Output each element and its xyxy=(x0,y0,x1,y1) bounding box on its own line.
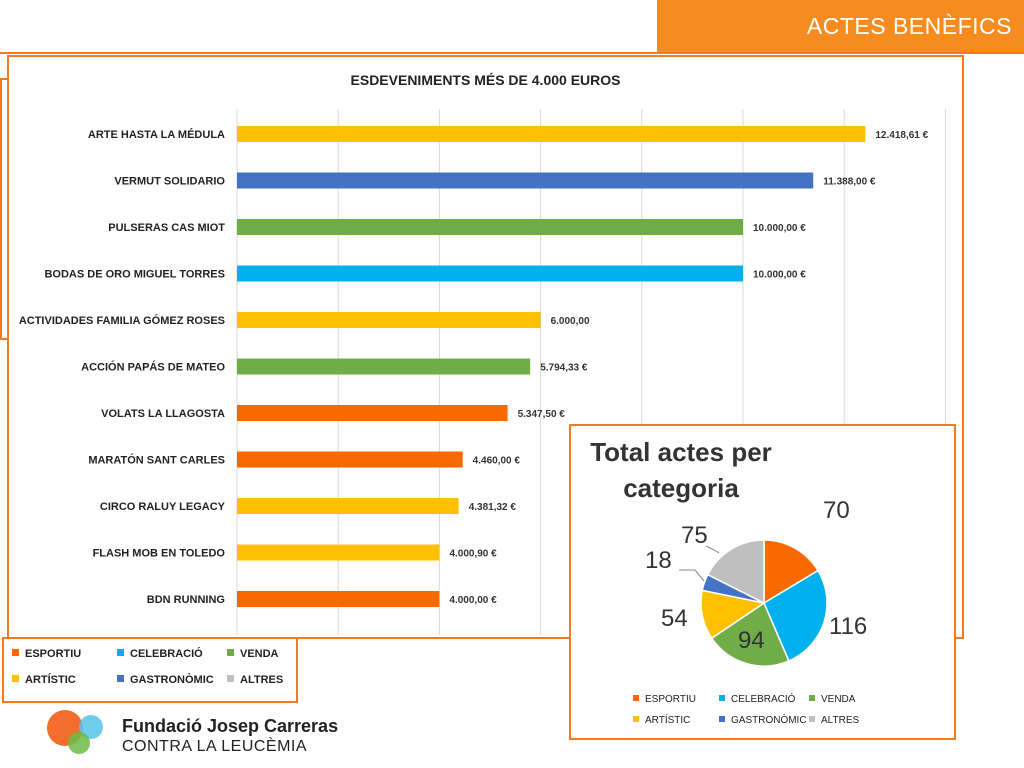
bar xyxy=(237,172,814,189)
data-label: 4.000,90 € xyxy=(449,549,497,560)
bar-chart: ARTE HASTA LA MÉDULA 12.418,61 € VERMUT SO… xyxy=(19,109,946,635)
data-label: 10.000,00 € xyxy=(753,270,806,281)
legend-swatch xyxy=(633,695,639,701)
pie-data-label: 94 xyxy=(738,627,765,654)
category-legend: ESPORTIU CELEBRACIÓ VENDA ARTÍSTIC GASTR… xyxy=(2,637,298,703)
leader-line xyxy=(679,569,705,582)
legend-swatch xyxy=(227,649,234,656)
category-label: ARTE HASTA LA MÉDULA xyxy=(88,128,225,141)
pie-legend-item-venda: VENDA xyxy=(809,694,855,705)
data-label: 4.460,00 € xyxy=(473,456,521,467)
data-label: 4.000,00 € xyxy=(449,595,497,606)
data-label: 4.381,32 € xyxy=(469,502,517,513)
category-label: VOLATS LA LLAGOSTA xyxy=(101,408,225,420)
bar xyxy=(237,451,463,468)
data-label: 10.000,00 € xyxy=(753,223,806,234)
legend-label: ESPORTIU xyxy=(25,648,82,660)
bar xyxy=(237,126,866,142)
legend-swatch xyxy=(117,649,124,656)
logo-tagline: CONTRA LA LEUCÈMIA xyxy=(122,738,308,755)
legend-label: ARTÍSTIC xyxy=(25,674,76,686)
category-label: BDN RUNNING xyxy=(147,594,225,606)
category-label: PULSERAS CAS MIOT xyxy=(108,222,225,234)
bar xyxy=(237,498,459,514)
logo-name: Fundació Josep Carreras xyxy=(122,716,339,736)
pie-chart-panel: Total actes per categoria 70 116 94 54 18 75 … xyxy=(569,424,956,740)
bar xyxy=(237,219,743,235)
leader-line xyxy=(705,545,720,554)
bar xyxy=(237,312,541,328)
legend-label: CELEBRACIÓ xyxy=(731,694,796,705)
legend-swatch xyxy=(227,675,234,682)
legend-label: CELEBRACIÓ xyxy=(130,648,203,660)
bar xyxy=(237,591,440,607)
legend-label: VENDA xyxy=(821,694,856,705)
legend-swatch xyxy=(633,716,639,722)
legend-swatch xyxy=(117,675,124,682)
pie-slice xyxy=(706,539,765,605)
legend-swatch xyxy=(719,695,725,701)
bar xyxy=(237,405,508,421)
bar xyxy=(237,265,743,282)
legend-label: GASTRONÒMIC xyxy=(731,715,807,726)
data-label: 12.418,61 € xyxy=(875,130,928,141)
category-label: FLASH MOB EN TOLEDO xyxy=(93,548,226,560)
category-label: VERMUT SOLIDARIO xyxy=(114,176,225,188)
category-label: ACTIVIDADES FAMILIA GÓMEZ ROSES xyxy=(19,314,225,327)
pie-data-label: 70 xyxy=(823,497,850,524)
pie-slice xyxy=(710,601,790,667)
data-label: 6.000,00 xyxy=(551,316,590,327)
pie-legend-item-artistic: ARTÍSTIC xyxy=(633,715,690,726)
pie-data-label: 54 xyxy=(661,605,688,632)
bar-chart-title: ESDEVENIMENTS MÉS DE 4.000 EUROS xyxy=(350,72,621,88)
legend-item-artistic: ARTÍSTIC xyxy=(12,674,76,686)
legend-label: ESPORTIU xyxy=(645,694,696,705)
pie-legend-item-gastronomic: GASTRONÒMIC xyxy=(719,715,807,726)
legend-item-gastronomic: GASTRONÒMIC xyxy=(117,674,214,686)
legend-swatch xyxy=(12,675,19,682)
legend-item-altres: ALTRES xyxy=(227,674,283,686)
legend-label: GASTRONÒMIC xyxy=(130,674,214,686)
page-title: ACTES BENÈFICS xyxy=(806,13,1012,39)
data-label: 11.388,00 € xyxy=(823,177,876,188)
legend-swatch xyxy=(12,649,19,656)
legend-label: ALTRES xyxy=(240,674,284,686)
pie-chart: 70 116 94 54 18 75 xyxy=(645,497,867,667)
category-label: ACCIÓN PAPÁS DE MATEO xyxy=(81,361,225,374)
category-label: MARATÓN SANT CARLES xyxy=(88,454,225,467)
pie-chart-title: Total actes per categoria xyxy=(590,437,772,503)
legend-label: ARTÍSTIC xyxy=(645,715,691,726)
pie-data-label: 116 xyxy=(829,613,867,640)
legend-swatch xyxy=(809,695,815,701)
pie-legend-item-celebracio: CELEBRACIÓ xyxy=(719,694,795,705)
legend-label: ALTRES xyxy=(821,715,860,726)
pie-legend-item-esportiu: ESPORTIU xyxy=(633,694,696,705)
pie-legend-item-altres: ALTRES xyxy=(809,715,859,726)
data-label: 5.794,33 € xyxy=(540,363,588,374)
pie-data-label: 18 xyxy=(645,547,672,574)
legend-item-celebracio: CELEBRACIÓ xyxy=(117,648,203,660)
category-label: BODAS DE ORO MIGUEL TORRES xyxy=(44,269,225,281)
bar xyxy=(237,358,531,375)
category-label: CIRCO RALUY LEGACY xyxy=(100,501,226,513)
legend-swatch xyxy=(719,716,725,722)
legend-item-venda: VENDA xyxy=(227,648,279,660)
header-rule xyxy=(0,52,1024,54)
pie-data-label: 75 xyxy=(681,522,708,549)
pie-slice xyxy=(763,539,820,605)
data-label: 5.347,50 € xyxy=(518,409,566,420)
bar xyxy=(237,544,440,561)
legend-swatch xyxy=(809,716,815,722)
header-banner: ACTES BENÈFICS xyxy=(657,0,1024,52)
legend-item-esportiu: ESPORTIU xyxy=(12,648,81,660)
foundation-logo-icon xyxy=(47,710,103,754)
legend-label: VENDA xyxy=(240,648,279,660)
